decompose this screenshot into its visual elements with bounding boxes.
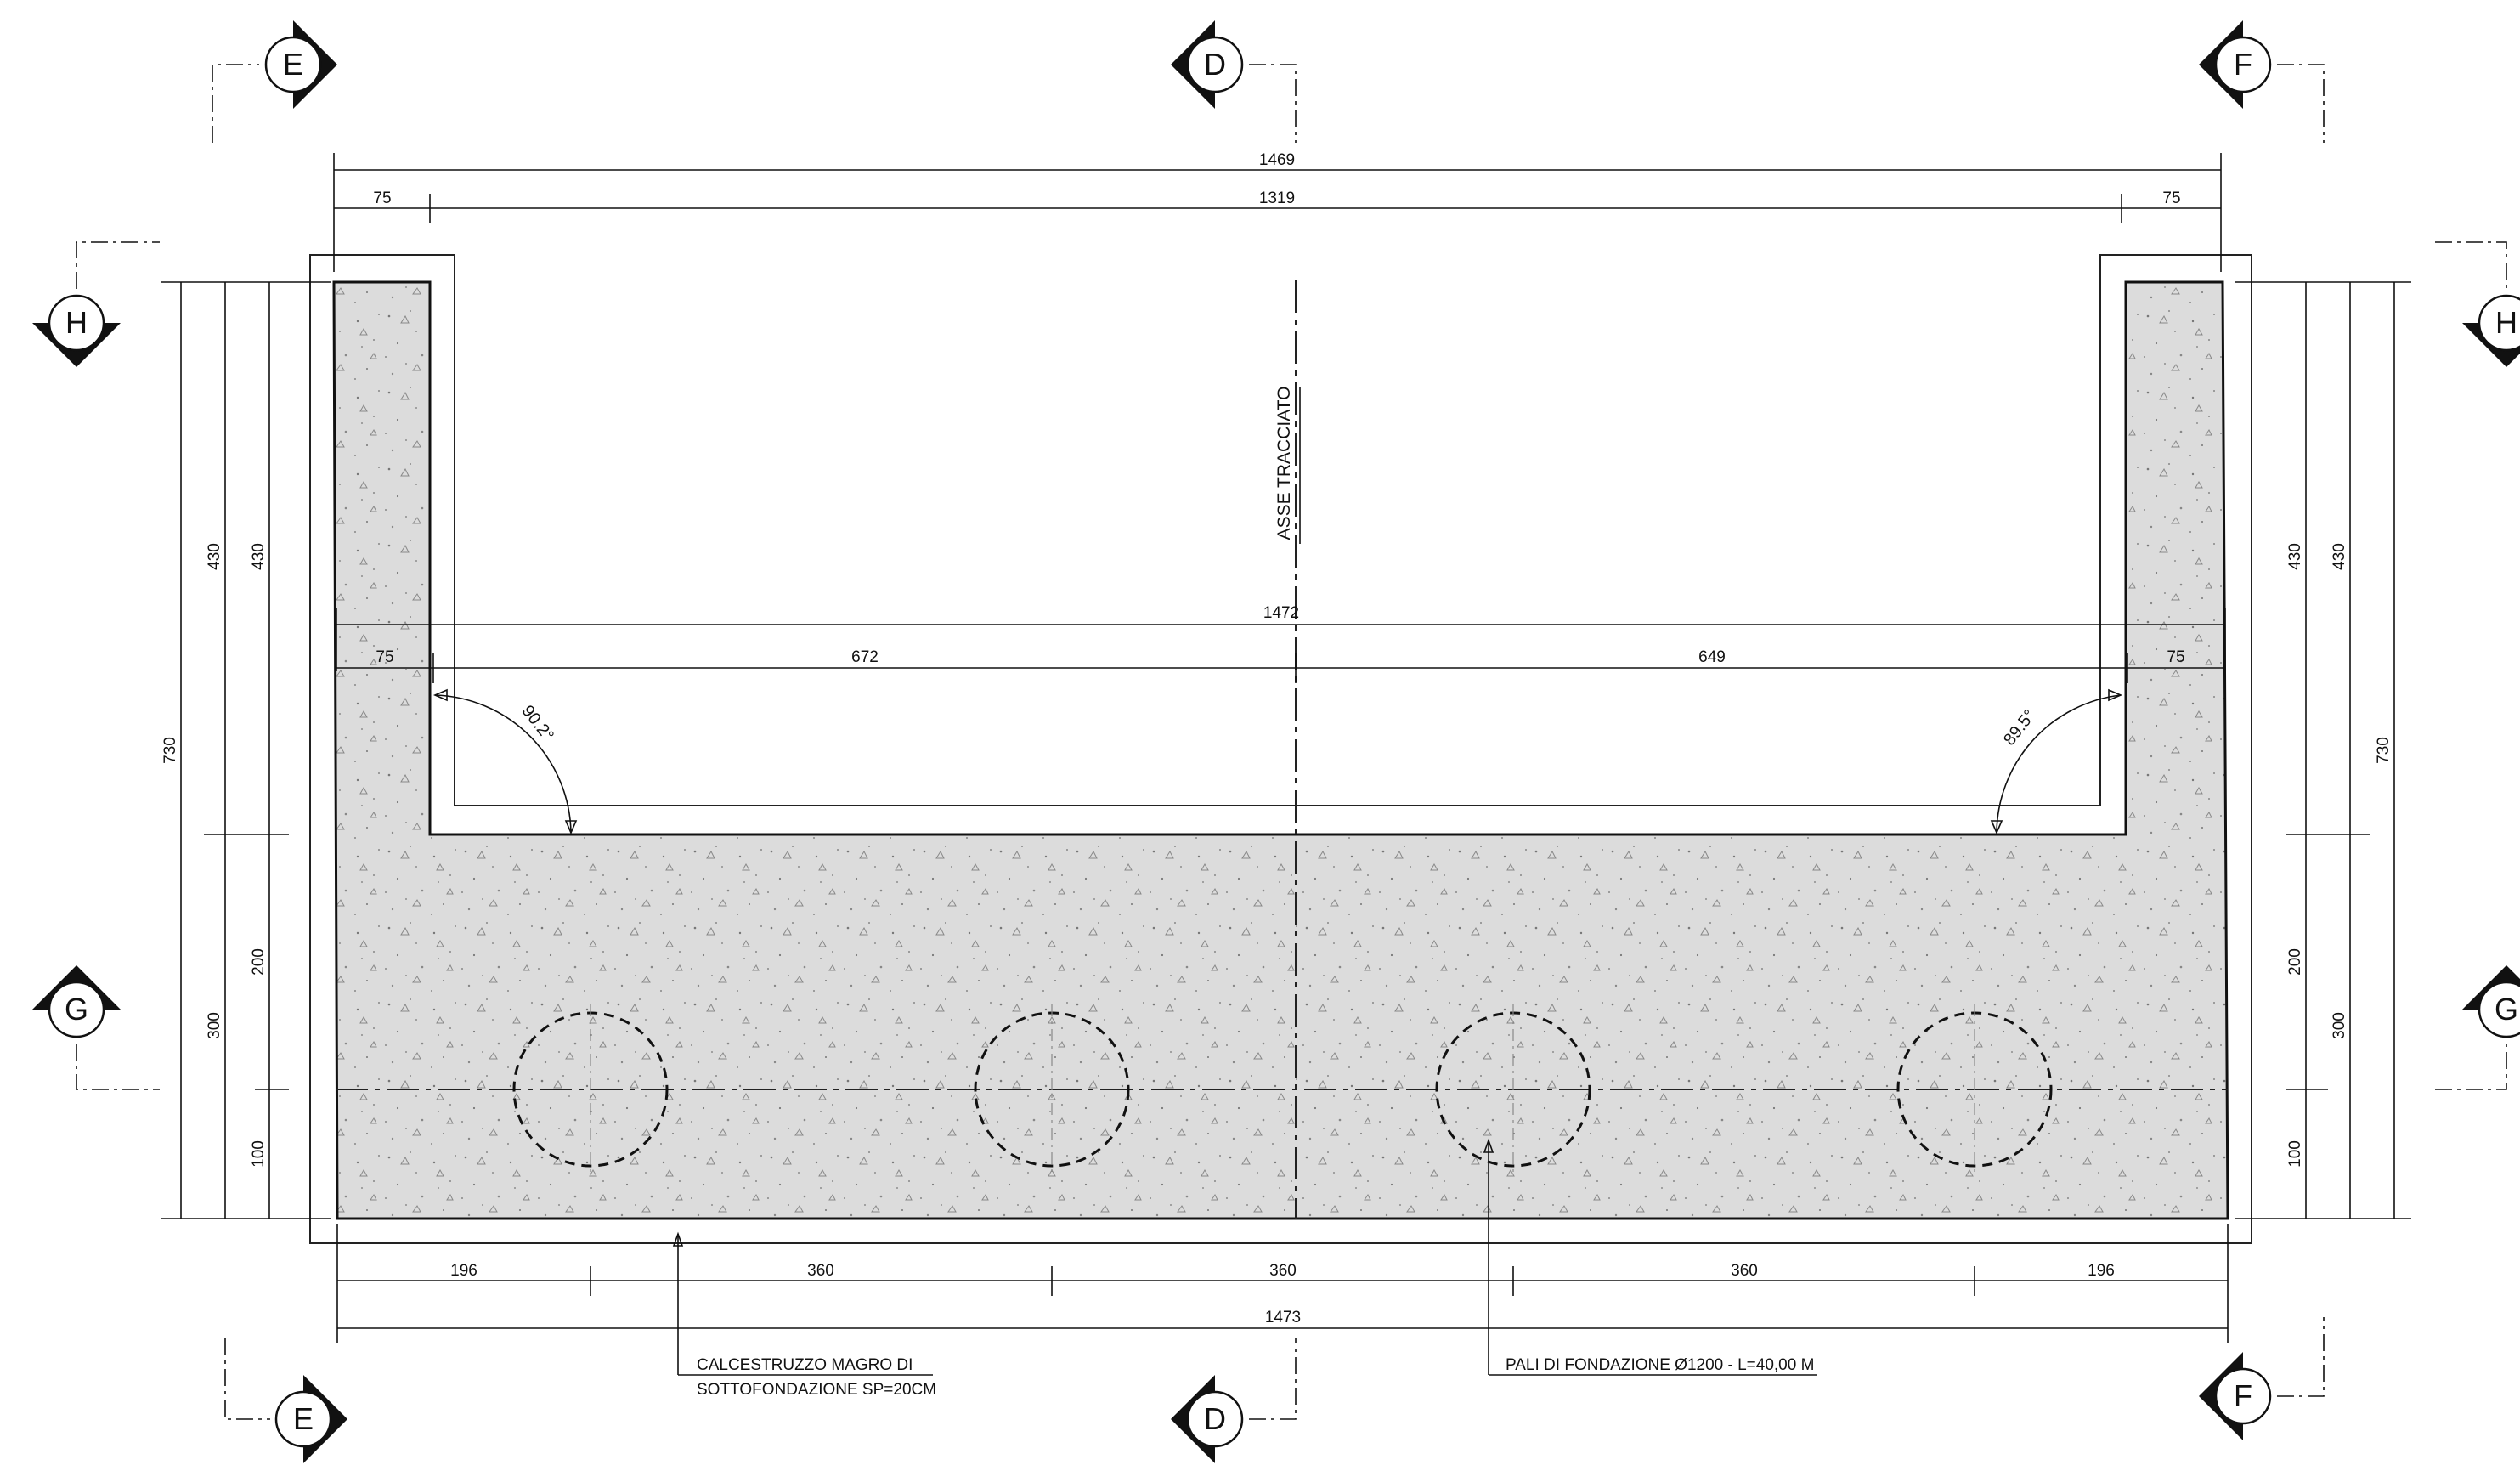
dim-top-middle: 1319 [1259, 189, 1295, 207]
dim-top-left: 75 [373, 189, 391, 207]
dim-bottom-2: 360 [807, 1262, 834, 1280]
angle-right: 89.5° [2000, 706, 2039, 749]
dim-right-upper-a: 430 [2286, 543, 2304, 570]
section-marker-e-top: E [264, 20, 337, 109]
dim-inner-total: 1472 [1263, 604, 1299, 622]
dim-inner-mid-right: 649 [1698, 648, 1726, 666]
section-letter: F [2234, 47, 2252, 82]
section-letter: F [2234, 1378, 2252, 1413]
dim-bottom-3: 360 [1269, 1262, 1297, 1280]
section-marker-h-right: H [2462, 294, 2520, 367]
dim-left-upper-a: 430 [206, 543, 223, 570]
section-marker-d-top: D [1171, 20, 1244, 109]
dim-left-mid: 200 [250, 948, 268, 976]
dim-left-upper-b: 430 [250, 543, 268, 570]
dim-left-bottom: 100 [250, 1140, 268, 1168]
angle-arc-right [1996, 694, 2122, 834]
dim-right-upper-b: 430 [2331, 543, 2348, 570]
dim-left-total: 730 [161, 737, 179, 764]
notes: CALCESTRUZZO MAGRO DI SOTTOFONDAZIONE SP… [672, 1138, 1817, 1399]
section-letter: H [2495, 305, 2517, 340]
section-marker-g-left: G [32, 965, 121, 1038]
dim-bottom-4: 360 [1731, 1262, 1758, 1280]
axis-label: ASSE TRACCIATO [1274, 387, 1294, 540]
dim-inner-mid-left: 672 [851, 648, 879, 666]
dim-inner-left: 75 [376, 648, 393, 666]
section-letter: E [283, 47, 303, 82]
section-marker-f-top: F [2199, 20, 2272, 109]
dim-bottom-total: 1473 [1265, 1309, 1301, 1326]
section-marker-d-bottom: D [1171, 1375, 1244, 1463]
dim-right-bottom: 100 [2286, 1140, 2304, 1168]
dimensions: 1469 75 1319 75 1472 75 672 649 75 196 3… [161, 151, 2411, 1343]
angle-arc-left [434, 694, 572, 834]
dim-top-right: 75 [2162, 189, 2180, 207]
section-letter: G [2495, 992, 2518, 1027]
section-letter: G [65, 992, 88, 1027]
section-letter: E [293, 1401, 314, 1436]
dim-bottom-5: 196 [2088, 1262, 2115, 1280]
dim-bottom-1: 196 [450, 1262, 477, 1280]
section-marker-g-right: G [2462, 965, 2520, 1038]
concrete-section [332, 280, 2229, 1220]
magro-outline [309, 254, 2252, 1244]
dim-inner-right: 75 [2167, 648, 2184, 666]
section-marker-f-bottom: F [2199, 1352, 2272, 1440]
dim-right-lower: 300 [2331, 1012, 2348, 1039]
foundation-piles [512, 1004, 2053, 1174]
note-pali: PALI DI FONDAZIONE Ø1200 - L=40,00 M [1506, 1356, 1814, 1374]
section-letter: H [65, 305, 88, 340]
dim-left-lower: 300 [206, 1012, 223, 1039]
section-letter: D [1204, 1401, 1226, 1436]
note-magro-2: SOTTOFONDAZIONE SP=20CM [697, 1381, 936, 1399]
section-letter: D [1204, 47, 1226, 82]
section-marker-e-bottom: E [274, 1375, 347, 1463]
dim-top-total: 1469 [1259, 151, 1295, 169]
section-markers: E D F E D [32, 20, 2520, 1463]
dim-right-mid: 200 [2286, 948, 2304, 976]
section-marker-h-left: H [32, 294, 121, 367]
dim-right-total: 730 [2375, 737, 2393, 764]
angle-left: 90.2° [518, 702, 557, 745]
note-magro-1: CALCESTRUZZO MAGRO DI [697, 1356, 913, 1374]
